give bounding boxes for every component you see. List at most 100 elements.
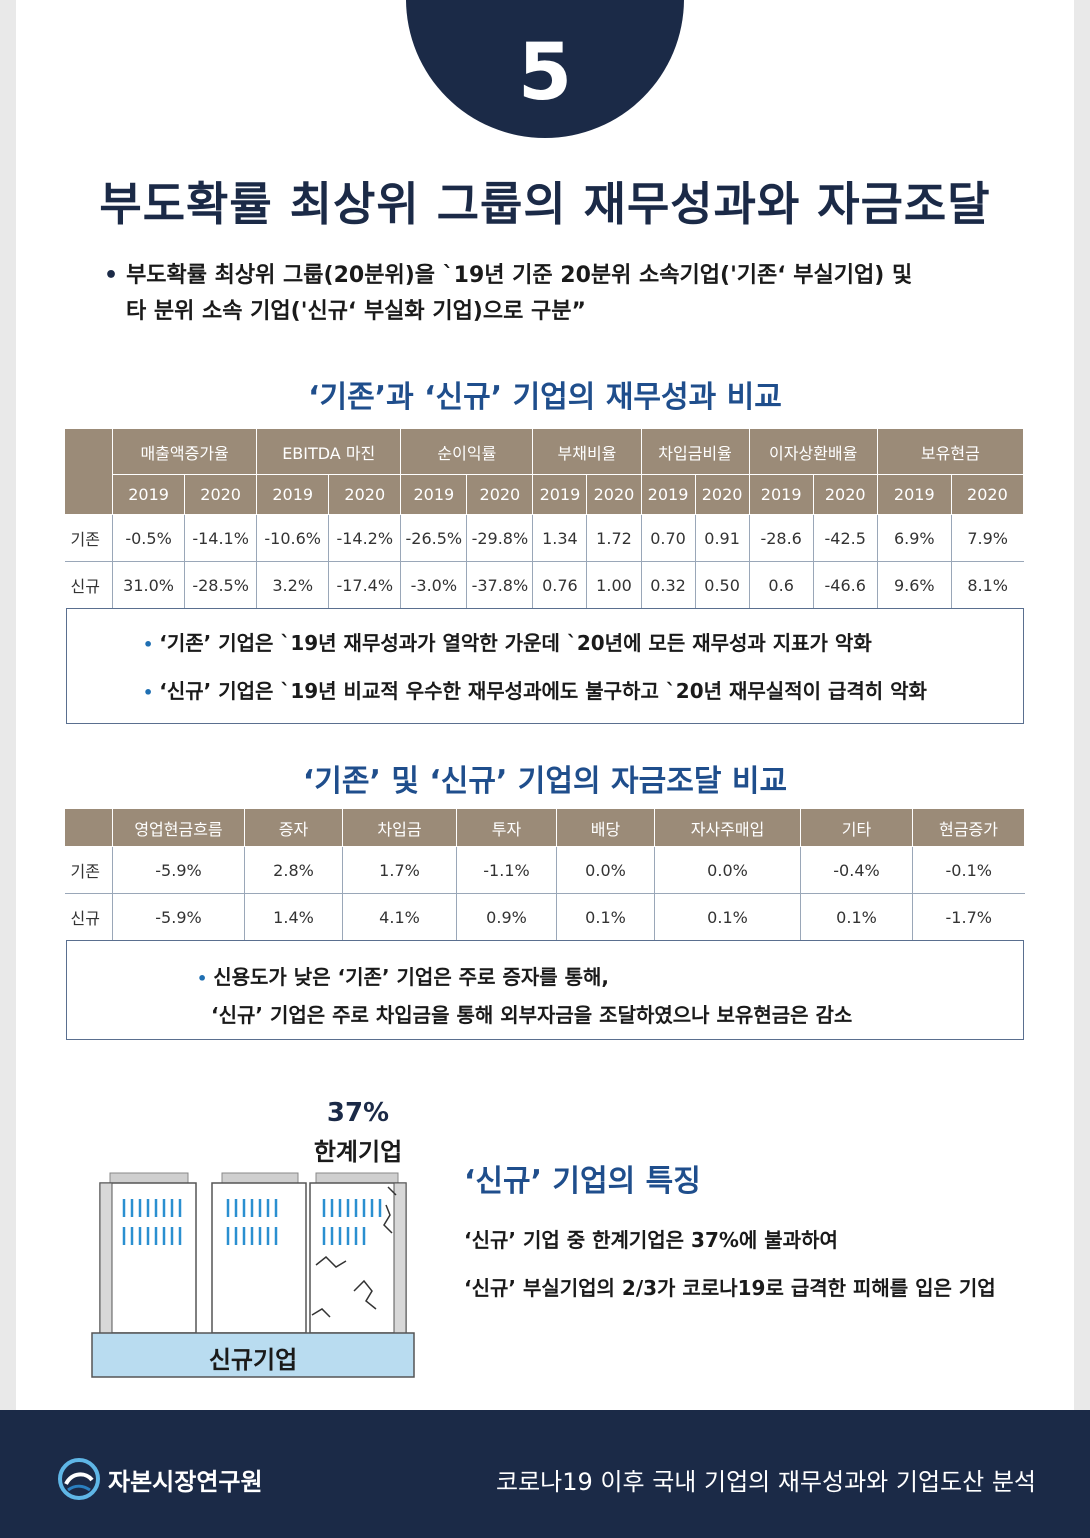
perf-group-header: 순이익률 bbox=[400, 428, 534, 475]
footer: 자본시장연구원 코로나19 이후 국내 기업의 재무성과와 기업도산 분석 bbox=[0, 1410, 1090, 1538]
fund-header: 기타 bbox=[800, 808, 913, 847]
table-cell: -14.2% bbox=[328, 514, 402, 562]
table-cell: -28.6 bbox=[749, 514, 814, 562]
table-cell: 0.6 bbox=[749, 561, 814, 609]
zombie-label: 한계기업 bbox=[313, 1138, 403, 1166]
table-cell: -0.4% bbox=[800, 846, 913, 894]
fund-header: 증자 bbox=[244, 808, 343, 847]
cracked-building-icon bbox=[309, 1172, 407, 1334]
table-cell: -46.6 bbox=[813, 561, 878, 609]
perf-note-box: • ‘기존’ 기업은 `19년 재무성과가 열악한 가운데 `20년에 모든 재무… bbox=[66, 608, 1024, 724]
table-cell: 0.50 bbox=[695, 561, 750, 609]
perf-year-header: 2020 bbox=[950, 474, 1025, 515]
table-cell: 7.9% bbox=[951, 514, 1024, 562]
fund-header: 현금증가 bbox=[912, 808, 1025, 847]
table-cell: 0.1% bbox=[800, 893, 913, 941]
row-label: 신규 bbox=[64, 561, 114, 609]
fund-section-title: ‘기존’ 및 ‘신규’ 기업의 자금조달 비교 bbox=[302, 764, 788, 799]
table-cell: -0.1% bbox=[912, 846, 1025, 894]
table-cell: -3.0% bbox=[400, 561, 468, 609]
perf-year-header: 2019 bbox=[112, 474, 186, 515]
base-label: 신규기업 bbox=[208, 1346, 298, 1374]
table-cell: -37.8% bbox=[466, 561, 534, 609]
table-cell: 6.9% bbox=[877, 514, 952, 562]
perf-table: 매출액증가율 EBITDA 마진 순이익률 부채비율 차입금비율 이자상환배율 … bbox=[63, 428, 1025, 609]
perf-year-header: 2019 bbox=[532, 474, 588, 515]
perf-year-header: 2019 bbox=[876, 474, 952, 515]
table-cell: 0.1% bbox=[654, 893, 801, 941]
intro-line-1: 부도확률 최상위 그룹(20분위)을 `19년 기준 20분위 소속기업('기존… bbox=[126, 263, 913, 288]
perf-year-header: 2020 bbox=[184, 474, 258, 515]
page-number: 5 bbox=[517, 28, 573, 118]
table-cell: -29.8% bbox=[466, 514, 534, 562]
intro-text: • 부도확률 최상위 그룹(20분위)을 `19년 기준 20분위 소속기업('기… bbox=[104, 258, 1004, 330]
footer-report-title: 코로나19 이후 국내 기업의 재무성과와 기업도산 분석 bbox=[496, 1468, 1036, 1496]
row-label: 신규 bbox=[64, 893, 113, 941]
perf-year-header-row: 2019 2020 2019 2020 2019 2020 2019 2020 … bbox=[65, 474, 1025, 515]
feature-line-2: ‘신규’ 부실기업의 2/3가 코로나19로 급격한 피해를 입은 기업 bbox=[464, 1276, 996, 1300]
table-cell: 0.70 bbox=[641, 514, 696, 562]
table-cell: -26.5% bbox=[400, 514, 468, 562]
perf-section-title: ‘기존’과 ‘신규’ 기업의 재무성과 비교 bbox=[308, 380, 782, 415]
table-cell: 8.1% bbox=[967, 575, 1008, 595]
base-platform bbox=[91, 1332, 415, 1378]
table-cell: 9.6% bbox=[877, 561, 952, 609]
bullet-icon: • bbox=[104, 263, 119, 288]
table-cell: -1.7% bbox=[945, 907, 992, 927]
perf-corner-cell bbox=[63, 428, 114, 515]
table-cell: 1.7% bbox=[342, 846, 457, 894]
table-cell: 0.32 bbox=[641, 561, 696, 609]
perf-year-header: 2019 bbox=[748, 474, 814, 515]
table-cell: -5.9% bbox=[112, 893, 245, 941]
row-label: 기존 bbox=[64, 514, 114, 562]
feature-line-1: ‘신규’ 기업 중 한계기업은 37%에 불과하여 bbox=[464, 1228, 838, 1252]
building-icon bbox=[99, 1172, 197, 1334]
perf-group-header-row: 매출액증가율 EBITDA 마진 순이익률 부채비율 차입금비율 이자상환배율 … bbox=[63, 428, 1025, 515]
zombie-percent: 37% bbox=[326, 1098, 390, 1128]
table-cell: 1.34 bbox=[532, 514, 588, 562]
building-icon bbox=[211, 1172, 307, 1334]
intro-line-2: 타 분위 소속 기업('신규‘ 부실화 기업)으로 구분” bbox=[126, 299, 586, 324]
fund-header-row: 영업현금흐름 증자 차입금 투자 배당 자사주매입 기타 현금증가 bbox=[64, 808, 1025, 847]
table-cell: 0.9% bbox=[456, 893, 557, 941]
bullet-icon: • bbox=[143, 683, 154, 702]
table-cell: 0.76 bbox=[532, 561, 588, 609]
table-row: 신규 31.0% -28.5% 3.2% -17.4% -3.0% -37.8%… bbox=[64, 561, 1024, 609]
fund-header: 자사주매입 bbox=[654, 808, 801, 847]
feature-title: ‘신규’ 기업의 특징 bbox=[464, 1164, 701, 1199]
perf-group-header: 차입금비율 bbox=[640, 428, 750, 475]
fund-header: 차입금 bbox=[342, 808, 457, 847]
table-cell: -1.1% bbox=[456, 846, 557, 894]
table-cell: -5.9% bbox=[112, 846, 245, 894]
table-cell: 0.0% bbox=[654, 846, 801, 894]
table-cell: -42.5 bbox=[813, 514, 878, 562]
bullet-icon: • bbox=[197, 969, 208, 988]
table-cell: -14.1% bbox=[184, 514, 258, 562]
table-cell: 0.0% bbox=[556, 846, 655, 894]
fund-note-box: • 신용도가 낮은 ‘기존’ 기업은 주로 증자를 통해, ‘신규’ 기업은 주로… bbox=[66, 940, 1024, 1040]
table-cell: 4.1% bbox=[342, 893, 457, 941]
table-cell: 31.0% bbox=[112, 561, 186, 609]
perf-year-header: 2019 bbox=[256, 474, 330, 515]
perf-group-header: 보유현금 bbox=[876, 428, 1025, 475]
perf-year-header: 2019 bbox=[640, 474, 696, 515]
table-cell: 0.1% bbox=[556, 893, 655, 941]
perf-year-header: 2020 bbox=[812, 474, 878, 515]
perf-note-1: • ‘기존’ 기업은 `19년 재무성과가 열악한 가운데 `20년에 모든 재무… bbox=[143, 627, 872, 656]
table-cell: 1.00 bbox=[586, 561, 642, 609]
page-title: 부도확률 최상위 그룹의 재무성과와 자금조달 bbox=[99, 177, 991, 231]
table-row: 신규 -5.9% 1.4% 4.1% 0.9% 0.1% 0.1% 0.1% -… bbox=[64, 893, 1025, 941]
perf-note-1-text: ‘기존’ 기업은 `19년 재무성과가 열악한 가운데 `20년에 모든 재무성… bbox=[159, 631, 872, 655]
kcmi-logo-icon bbox=[58, 1458, 100, 1500]
table-row: 기존 -5.9% 2.8% 1.7% -1.1% 0.0% 0.0% -0.4%… bbox=[64, 846, 1025, 894]
table-cell: 2.8% bbox=[244, 846, 343, 894]
table-row: 기존 -0.5% -14.1% -10.6% -14.2% -26.5% -29… bbox=[64, 514, 1024, 562]
fund-header: 투자 bbox=[456, 808, 557, 847]
footer-org-name: 자본시장연구원 bbox=[108, 1468, 263, 1496]
perf-year-header: 2020 bbox=[586, 474, 642, 515]
perf-group-header: 매출액증가율 bbox=[112, 428, 258, 475]
buildings-illustration bbox=[91, 1172, 415, 1378]
fund-header: 영업현금흐름 bbox=[112, 808, 245, 847]
fund-corner-cell bbox=[64, 808, 113, 847]
fund-note-line-1-text: 신용도가 낮은 ‘기존’ 기업은 주로 증자를 통해, bbox=[213, 965, 610, 989]
